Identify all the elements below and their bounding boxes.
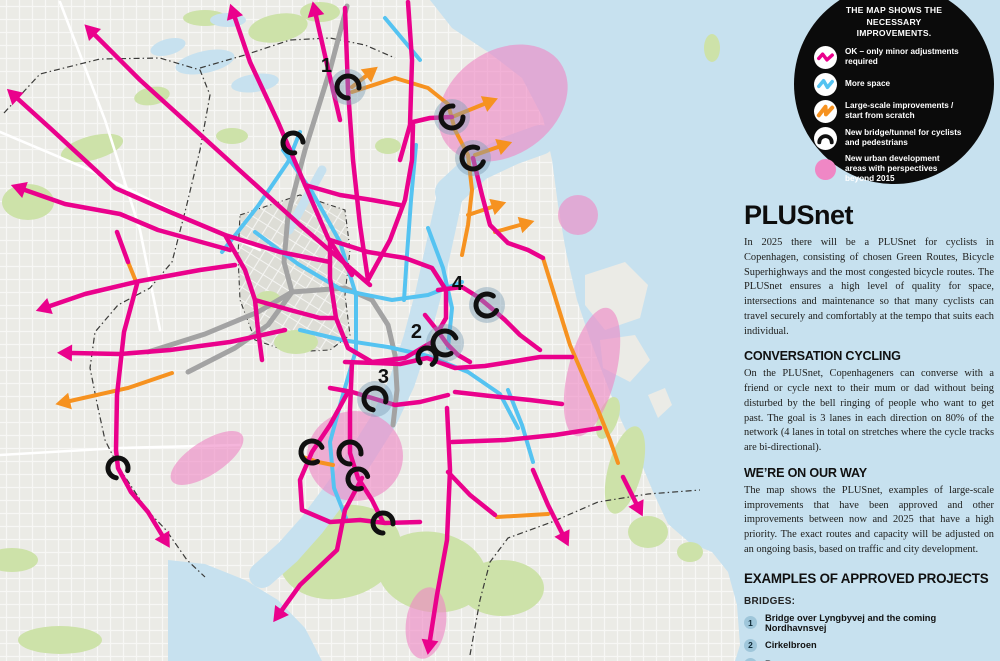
development-area-icon bbox=[814, 158, 837, 181]
legend-item-label: New bridge/tunnel for cyclists and pedes… bbox=[845, 128, 962, 148]
list-item-bridge: 3 Bryggerampen bbox=[744, 657, 994, 661]
map-number-label: 3 bbox=[378, 366, 389, 388]
legend-item-bridge: New bridge/tunnel for cyclists and pedes… bbox=[814, 126, 994, 150]
map-number-label: 4 bbox=[452, 273, 464, 295]
more-space-icon bbox=[814, 72, 837, 96]
legend-item-label: Large-scale improvements / start from sc… bbox=[845, 101, 954, 121]
list-item-bridge: 2 Cirkelbroen bbox=[744, 638, 994, 652]
bridge-number-badge: 1 bbox=[744, 616, 757, 630]
bridges-label: BRIDGES: bbox=[744, 595, 796, 607]
bridge-tunnel-icon bbox=[814, 126, 837, 150]
bridge-number-badge: 3 bbox=[744, 657, 757, 661]
section-body: On the PLUSnet, Copenhageners can conver… bbox=[744, 368, 994, 454]
map-number-label: 2 bbox=[411, 321, 422, 343]
legend-item-label: OK – only minor adjustments required bbox=[845, 47, 959, 67]
map-legend: THE MAP SHOWS THE NECESSARY IMPROVEMENTS… bbox=[794, 0, 994, 184]
info-panel: PLUSnet In 2025 there will be a PLUSnet … bbox=[744, 200, 994, 661]
legend-item-label: More space bbox=[845, 79, 891, 89]
legend-item-large-scale: Large-scale improvements / start from sc… bbox=[814, 99, 994, 123]
minor-adjustments-icon bbox=[814, 45, 837, 69]
legend-title: THE MAP SHOWS THE NECESSARY IMPROVEMENTS… bbox=[845, 5, 943, 39]
section-heading-approved-projects: EXAMPLES OF APPROVED PROJECTS bbox=[744, 570, 989, 586]
legend-item-more-space: More space bbox=[814, 72, 994, 96]
large-scale-icon bbox=[814, 99, 837, 123]
map-number-label: 1 bbox=[321, 55, 332, 77]
bridge-number-badge: 2 bbox=[744, 638, 757, 652]
legend-item-development: New urban development areas with perspec… bbox=[814, 154, 994, 185]
intro-paragraph: In 2025 there will be a PLUSnet for cycl… bbox=[744, 237, 994, 337]
section-heading-conversation-cycling: CONVERSATION CYCLING bbox=[744, 349, 901, 364]
legend-item-label: New urban development areas with perspec… bbox=[845, 153, 940, 184]
page-title: PLUSnet bbox=[744, 200, 854, 230]
section-body: The map shows the PLUSnet, examples of l… bbox=[744, 484, 994, 556]
section-heading-were-on-our-way: WE’RE ON OUR WAY bbox=[744, 465, 867, 480]
legend-item-minor: OK – only minor adjustments required bbox=[814, 45, 994, 69]
list-item-bridge: 1 Bridge over Lyngbyvej and the coming N… bbox=[744, 613, 994, 633]
legend-items: OK – only minor adjustments required Mor… bbox=[794, 45, 994, 185]
